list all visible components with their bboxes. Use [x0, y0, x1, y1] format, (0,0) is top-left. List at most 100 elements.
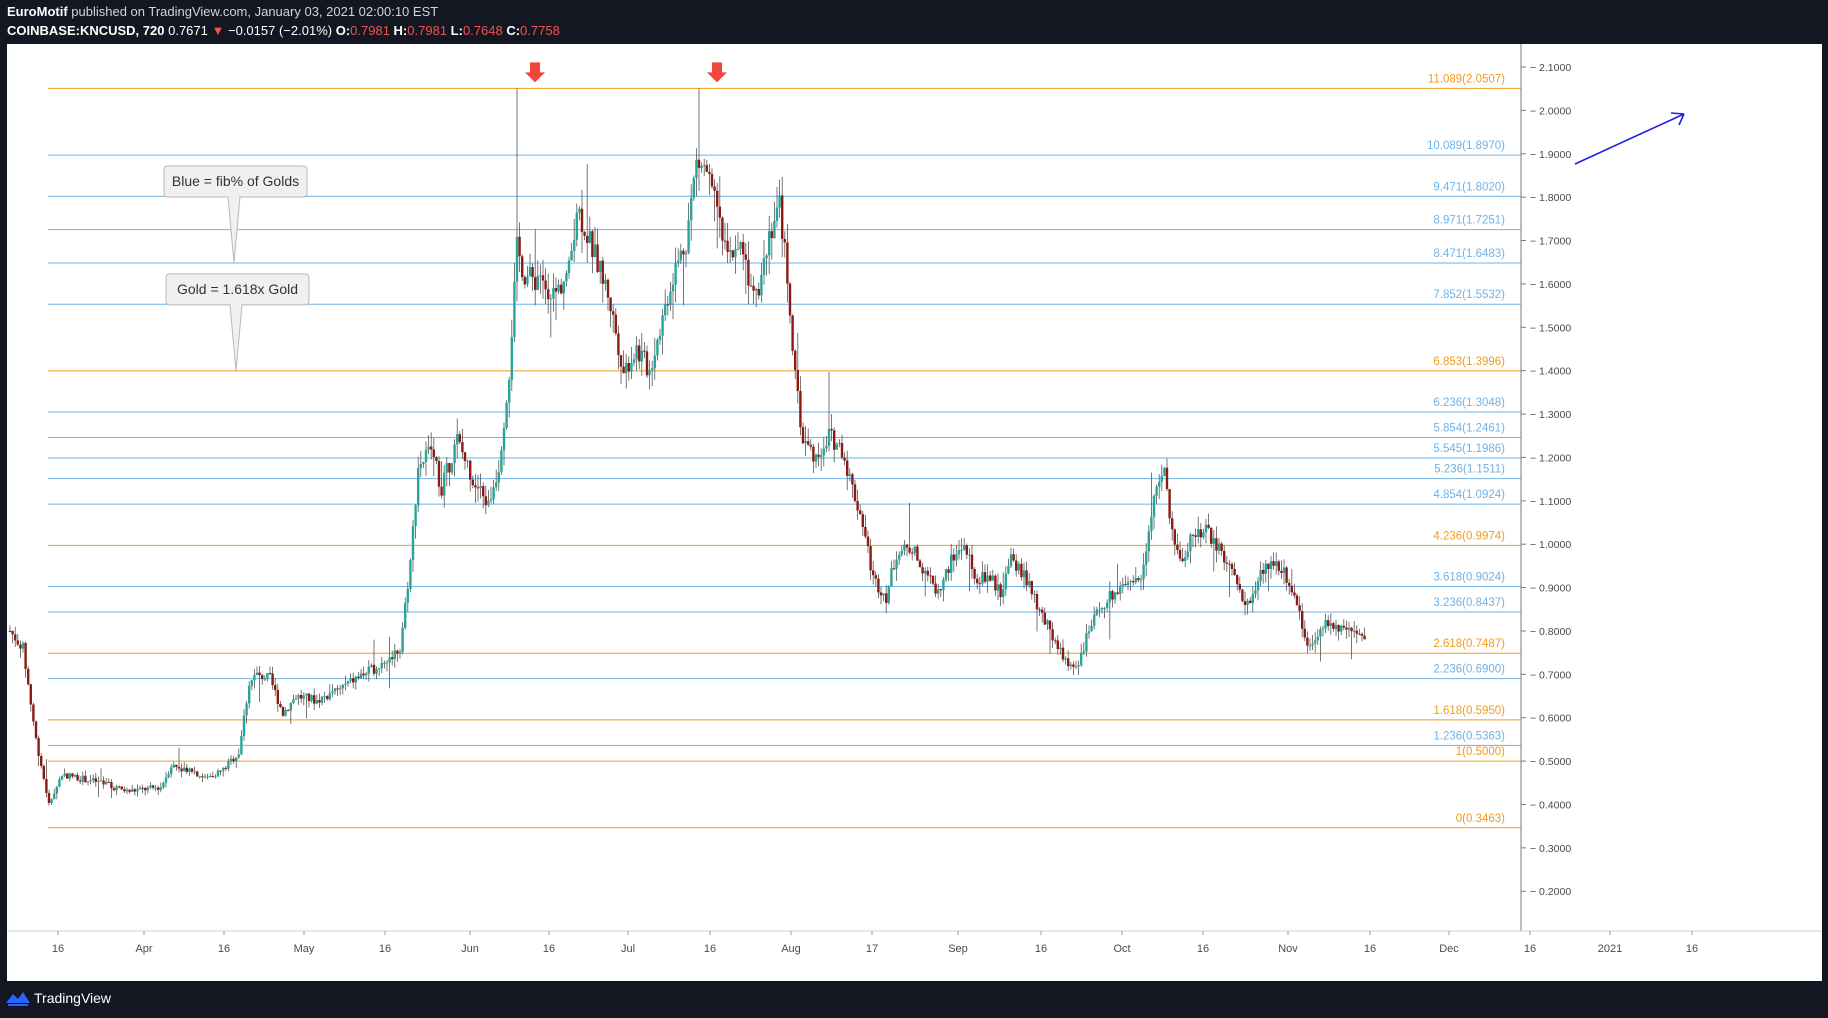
callout-0: Blue = fib% of Golds: [163, 165, 308, 264]
candle-456: [1194, 528, 1197, 548]
candle-520: [1360, 632, 1364, 642]
candle-body-295: [775, 207, 779, 221]
candle-body-109: [292, 699, 295, 703]
candle-body-291: [765, 255, 768, 259]
candle-382: [1002, 572, 1005, 605]
candle-457: [1197, 516, 1200, 544]
candle-body-450: [1178, 550, 1182, 559]
candle-body-394: [1033, 593, 1036, 595]
candle-body-133: [354, 676, 357, 683]
candle-233: [614, 308, 617, 336]
candle-497: [1301, 603, 1304, 638]
candle-body-337: [885, 593, 888, 603]
candle-body-6: [24, 643, 27, 669]
candle-185: [489, 486, 493, 504]
candle-body-428: [1121, 584, 1124, 587]
candle-284: [747, 241, 750, 305]
change-value: −0.0157 (−2.01%): [228, 23, 333, 38]
candle-body-211: [557, 284, 560, 292]
candle-body-161: [427, 446, 430, 450]
candle-body-59: [162, 782, 165, 788]
candle-body-497: [1301, 611, 1304, 629]
candle-443: [1160, 464, 1163, 492]
candle-body-459: [1202, 532, 1205, 538]
candle-395: [1035, 590, 1039, 632]
candle-356: [934, 575, 937, 598]
candle-424: [1111, 589, 1114, 608]
candle-body-499: [1306, 637, 1309, 646]
candle-body-90: [242, 715, 246, 736]
candle-body-414: [1085, 633, 1088, 652]
candle-body-142: [378, 668, 381, 670]
candle-body-333: [874, 575, 877, 579]
candle-body-403: [1056, 640, 1059, 650]
candle-24: [71, 773, 74, 779]
candle-body-203: [536, 276, 539, 290]
candle-77: [209, 773, 212, 778]
candle-body-389: [1020, 563, 1023, 578]
candle-body-156: [414, 505, 417, 527]
candle-body-393: [1030, 581, 1033, 595]
candle-66: [180, 763, 183, 778]
candlesticks: [8, 88, 1366, 806]
candle-123: [328, 684, 331, 701]
candle-392: [1028, 572, 1031, 588]
candle-423: [1108, 581, 1111, 640]
candle-body-91: [245, 703, 248, 716]
candle-64: [175, 764, 178, 771]
candle-body-234: [617, 333, 620, 356]
last-price: 0.7671: [168, 23, 208, 38]
candle-34: [97, 776, 100, 797]
candle-body-214: [565, 272, 568, 282]
candle-body-79: [214, 776, 217, 778]
candle-body-1: [11, 631, 14, 635]
candle-296: [778, 179, 781, 218]
candle-324: [851, 472, 854, 498]
candle-96: [258, 665, 261, 702]
candle-body-401: [1051, 629, 1054, 641]
low-label: L:: [450, 23, 463, 38]
price-chart[interactable]: 0(0.3463) 1(0.5000) 1.236(0.5363) 1.618(0.5…: [7, 44, 1822, 981]
chart-area[interactable]: 0(0.3463) 1(0.5000) 1.236(0.5363) 1.618(0.5…: [7, 44, 1822, 981]
candle-450: [1178, 541, 1182, 562]
x-tick-label-9: Aug: [781, 943, 801, 955]
candle-255: [671, 272, 675, 320]
x-tick-label-14: 16: [1197, 943, 1209, 955]
x-tick-label-0: 16: [52, 943, 64, 955]
candle-body-117: [313, 695, 316, 704]
candle-body-349: [916, 546, 919, 561]
y-tick-label-8: − 1.0000: [1530, 539, 1571, 551]
symbol-label[interactable]: COINBASE:KNCUSD, 720: [7, 23, 165, 38]
candle-393: [1030, 580, 1033, 600]
candle-body-370: [970, 554, 974, 570]
candle-body-99: [266, 673, 269, 679]
author-name[interactable]: EuroMotif: [7, 4, 68, 19]
candle-body-123: [328, 693, 331, 700]
candle-174: [461, 428, 464, 460]
candle-body-189: [500, 450, 503, 473]
candle-body-197: [521, 256, 524, 278]
candle-98: [263, 675, 266, 682]
fib-label-5: 2.618(0.7487): [1433, 638, 1505, 650]
candle-224: [591, 229, 594, 274]
candle-body-517: [1353, 630, 1356, 632]
candle-230: [606, 278, 610, 311]
candle-53: [146, 785, 149, 794]
candle-368: [965, 543, 968, 559]
candle-body-266: [700, 165, 703, 168]
candle-body-472: [1236, 575, 1239, 585]
candle-521: [1363, 627, 1366, 640]
candle-347: [911, 547, 914, 561]
candle-438: [1147, 525, 1150, 562]
chart-header: EuroMotif published on TradingView.com, …: [0, 0, 1828, 44]
tradingview-brand[interactable]: TradingView: [34, 990, 112, 1006]
candle-body-388: [1017, 563, 1020, 571]
candle-158: [419, 451, 422, 478]
blue-trend-arrow-icon: [1670, 112, 1685, 126]
candle-129: [344, 675, 347, 691]
candle-body-258: [679, 250, 682, 261]
candle-body-120: [320, 696, 324, 703]
candle-body-326: [856, 500, 859, 511]
candle-body-341: [895, 559, 898, 569]
candle-body-80: [216, 770, 220, 777]
